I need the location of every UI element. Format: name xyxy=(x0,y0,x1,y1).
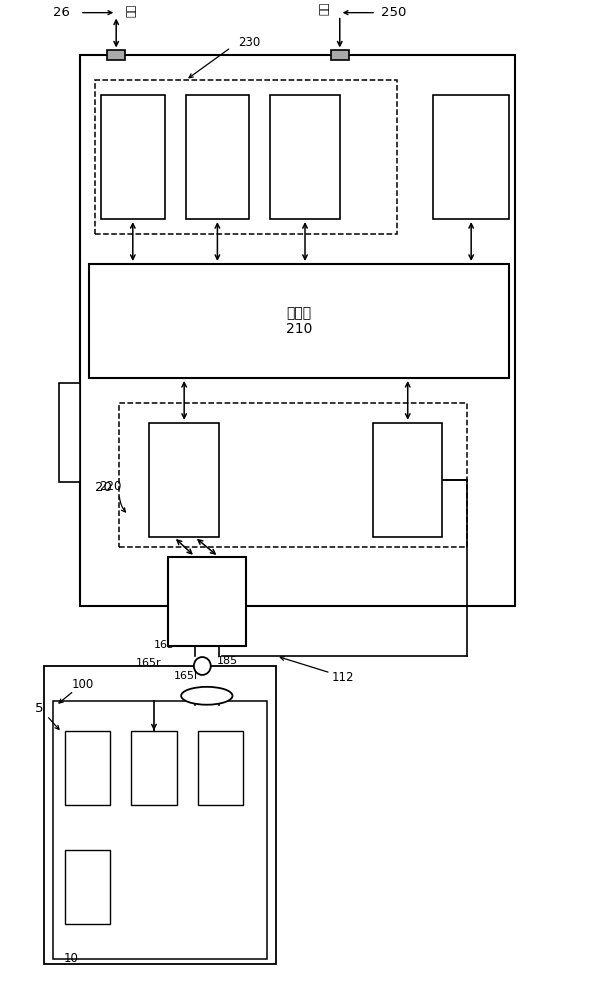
Text: 20: 20 xyxy=(95,481,112,494)
Text: 180: 180 xyxy=(143,761,165,774)
Bar xyxy=(131,731,177,805)
Bar xyxy=(168,557,246,646)
Ellipse shape xyxy=(181,687,232,705)
Text: 165: 165 xyxy=(154,640,175,650)
Text: 100: 100 xyxy=(72,678,94,691)
Text: 220: 220 xyxy=(99,480,121,493)
Text: 处理器
210: 处理器 210 xyxy=(286,306,312,336)
Bar xyxy=(89,264,509,378)
Text: 10: 10 xyxy=(64,952,78,965)
Text: 用户界面
30: 用户界面 30 xyxy=(457,143,485,171)
Text: ROM
232: ROM 232 xyxy=(117,143,148,171)
Bar xyxy=(95,80,397,234)
Text: 主机: 主机 xyxy=(126,4,137,17)
Text: 185: 185 xyxy=(217,656,238,666)
Bar xyxy=(65,731,110,805)
Bar xyxy=(433,95,509,219)
Bar xyxy=(198,731,243,805)
Text: 165l: 165l xyxy=(174,671,198,681)
Text: RAM
234: RAM 234 xyxy=(203,143,232,171)
Bar xyxy=(44,666,276,964)
Bar xyxy=(53,701,267,959)
Bar xyxy=(101,95,164,219)
Text: 26: 26 xyxy=(53,6,70,19)
Bar xyxy=(80,55,515,606)
Text: 250: 250 xyxy=(381,6,407,19)
Text: 电力: 电力 xyxy=(320,2,330,15)
Bar xyxy=(331,50,349,60)
Text: 112: 112 xyxy=(331,671,354,684)
Bar xyxy=(107,50,125,60)
Text: 5: 5 xyxy=(35,702,43,715)
Text: FRAM
236: FRAM 236 xyxy=(287,143,324,171)
Bar xyxy=(149,423,219,537)
Text: 190: 190 xyxy=(209,761,232,774)
Text: 170l: 170l xyxy=(75,880,100,893)
Text: 222: 222 xyxy=(171,473,197,487)
Text: 226: 226 xyxy=(395,473,421,487)
Bar xyxy=(59,383,80,482)
Bar xyxy=(270,95,340,219)
Text: 230: 230 xyxy=(238,36,260,49)
Text: 165r: 165r xyxy=(135,658,161,668)
Bar xyxy=(65,850,110,924)
Bar xyxy=(186,95,249,219)
Bar xyxy=(119,403,467,547)
Text: 240: 240 xyxy=(194,594,220,608)
Bar xyxy=(373,423,443,537)
Ellipse shape xyxy=(194,657,211,675)
Text: 170r: 170r xyxy=(74,761,101,774)
